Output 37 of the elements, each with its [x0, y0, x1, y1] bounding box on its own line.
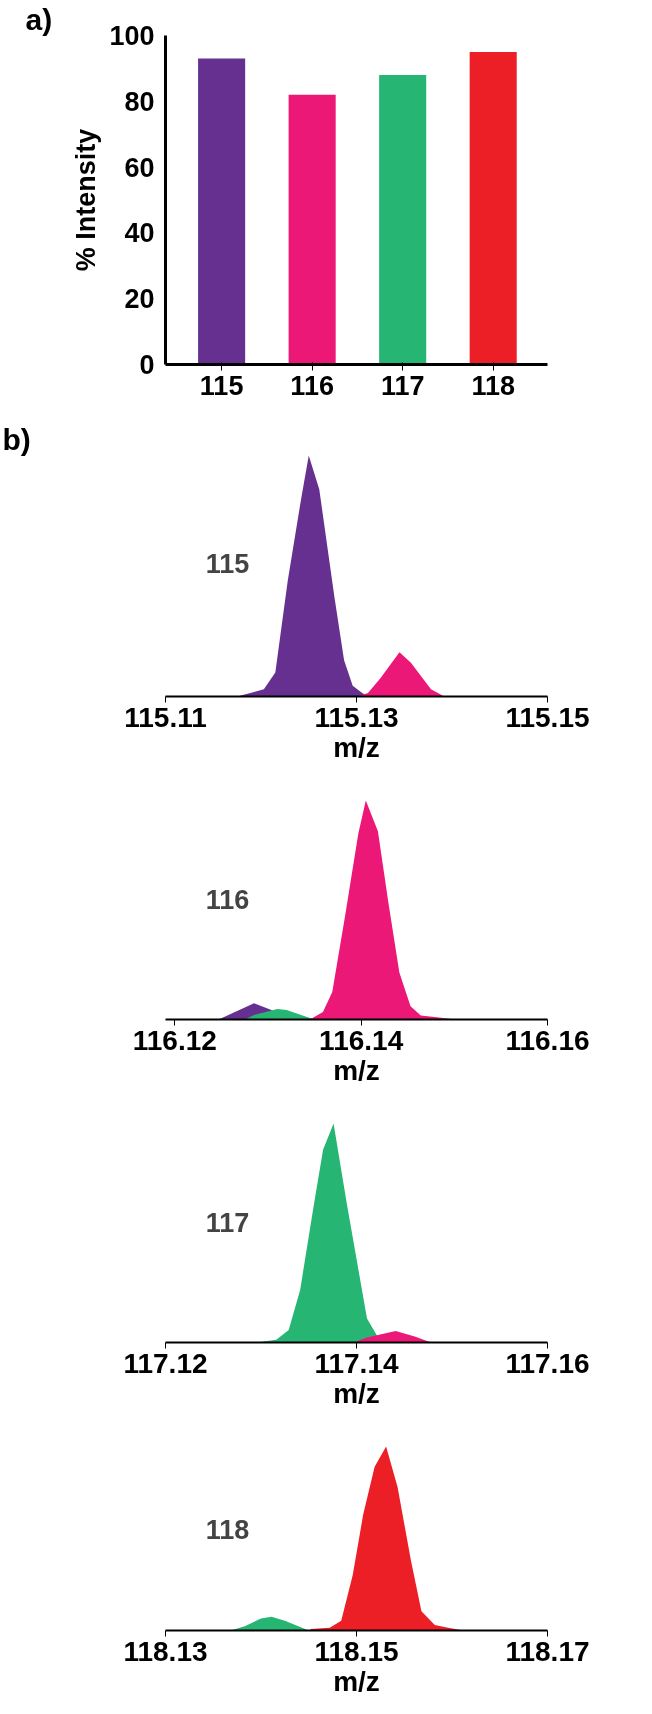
x-tick-label: 116.16 — [505, 1024, 590, 1056]
y-tick-label: 100 — [109, 21, 155, 51]
x-tick-label: 118.13 — [123, 1635, 208, 1667]
annotation: 116 — [205, 884, 250, 915]
y-tick-label: 0 — [139, 350, 155, 380]
x-tick-label: 118 — [471, 370, 515, 401]
annotation: 117 — [205, 1207, 250, 1238]
y-tick-label: 40 — [124, 218, 155, 249]
y-axis-title: % Intensity — [71, 128, 102, 272]
bar — [288, 94, 336, 365]
x-tick-label: 115.15 — [505, 701, 590, 733]
x-tick-label: 117.16 — [505, 1347, 590, 1379]
x-axis-title: m/z — [333, 731, 380, 763]
x-tick-label: 117.12 — [123, 1347, 208, 1379]
x-axis-title: m/z — [333, 1377, 380, 1409]
bar — [469, 51, 517, 365]
x-tick-label: 116 — [290, 370, 334, 401]
y-tick-label: 80 — [124, 86, 155, 117]
x-tick-label: 115 — [199, 370, 244, 401]
x-tick-label: 115.13 — [314, 701, 399, 733]
x-tick-label: 118.15 — [314, 1635, 399, 1667]
bar — [379, 74, 427, 365]
x-tick-label: 117.14 — [314, 1347, 399, 1379]
x-axis-title: m/z — [333, 1665, 380, 1697]
x-tick-label: 116.12 — [132, 1024, 217, 1056]
bar — [198, 58, 246, 365]
y-tick-label: 60 — [124, 152, 155, 183]
annotation: 115 — [205, 549, 250, 580]
text: a) — [25, 2, 53, 36]
y-tick-label: 20 — [124, 284, 155, 315]
x-axis-title: m/z — [333, 1054, 380, 1086]
annotation: 118 — [205, 1514, 250, 1545]
x-tick-label: 117 — [380, 370, 425, 401]
text: b) — [2, 422, 31, 456]
x-tick-label: 116.14 — [319, 1024, 404, 1056]
x-tick-label: 118.17 — [505, 1635, 590, 1667]
x-tick-label: 115.11 — [124, 701, 207, 733]
